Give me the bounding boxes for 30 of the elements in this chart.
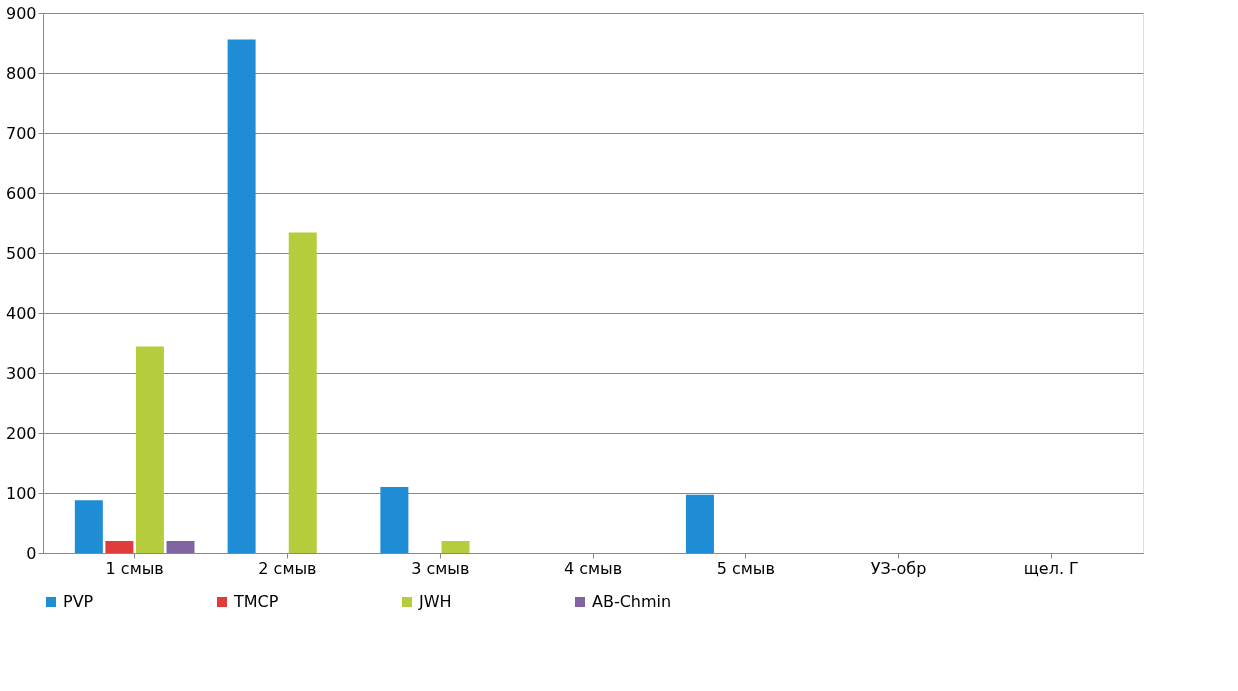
y-tick-label: 700: [5, 123, 37, 143]
bar: [685, 494, 714, 553]
x-tick-label: 1 смыв: [105, 558, 164, 578]
bar: [135, 346, 164, 553]
bar: [380, 487, 409, 553]
y-tick-label: 800: [5, 63, 37, 83]
y-tick-label: 600: [5, 183, 37, 203]
x-tick-label: УЗ-обр: [870, 558, 927, 578]
x-tick-label: 3 смыв: [411, 558, 470, 578]
y-tick-label: 500: [5, 243, 37, 263]
y-tick-label: 400: [5, 303, 37, 323]
bar: [227, 39, 256, 553]
legend-label: TMCP: [233, 592, 279, 611]
legend-label: JWH: [418, 592, 452, 611]
x-tick-label: 4 смыв: [563, 558, 623, 578]
bar: [288, 232, 317, 553]
y-tick-label: 300: [5, 363, 37, 383]
x-tick-label: 2 смыв: [258, 558, 317, 578]
y-tick-label: 200: [5, 423, 37, 443]
y-tick-label: 100: [5, 483, 37, 503]
legend-label: PVP: [63, 592, 94, 611]
legend-label: AB-Chmin: [592, 592, 672, 611]
bar: [441, 541, 470, 553]
bar: [74, 500, 103, 553]
y-tick-label: 900: [5, 3, 37, 23]
x-tick-label: 5 смыв: [716, 558, 775, 578]
bar: [105, 541, 134, 553]
bar: [166, 541, 195, 553]
x-tick-label: щел. Г: [1023, 558, 1079, 578]
y-tick-label: 0: [26, 543, 37, 563]
